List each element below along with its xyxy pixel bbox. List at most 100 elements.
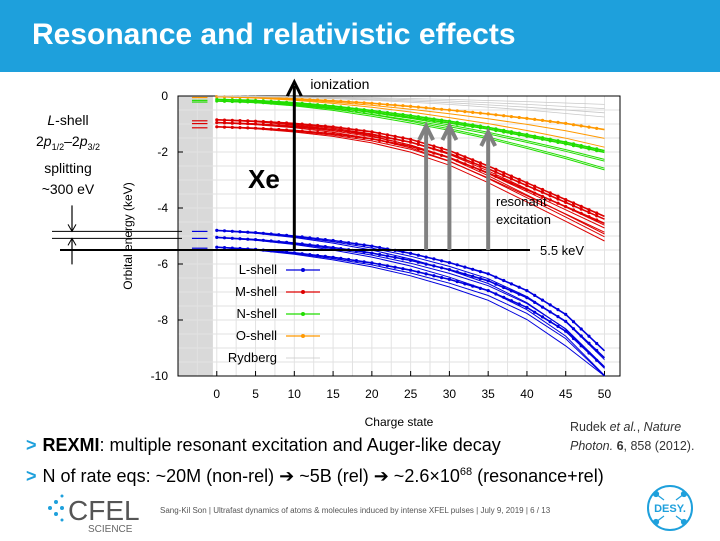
series-point-n-shell [455,122,459,126]
series-point-l-shell [525,289,529,293]
series-point-m-shell [246,126,250,130]
legend-label-o-shell: O-shell [236,328,277,343]
series-point-n-shell [509,131,513,135]
series-point-m-shell [509,177,513,181]
series-point-l-shell [525,305,529,309]
series-point-o-shell [494,113,498,117]
x-tick-label: 10 [288,387,302,401]
series-point-l-shell [455,270,459,274]
series-point-n-shell [378,111,382,115]
series-point-n-shell [595,149,599,153]
bullet-rate-text: N of rate eqs: ~20M (non-rel) ➔ ~5B (rel… [42,466,460,486]
series-point-l-shell [478,286,482,290]
series-point-m-shell [261,122,265,126]
series-point-m-shell [285,121,289,125]
series-point-l-shell [362,243,366,247]
series-point-n-shell [215,99,219,103]
series-point-m-shell [347,134,351,138]
x-tick-label: 40 [520,387,534,401]
series-point-m-shell [432,147,436,151]
series-point-l-shell [432,257,436,261]
series-point-l-shell [564,319,568,323]
series-point-l-shell [424,262,428,266]
series-point-m-shell [455,159,459,163]
series-point-l-shell [517,285,521,289]
series-point-m-shell [331,132,335,136]
series-point-n-shell [502,130,506,134]
series-point-o-shell [385,102,389,107]
series-point-l-shell [401,267,405,271]
series-point-l-shell [238,237,242,241]
desy-logo: DESY. [640,480,700,541]
series-curve-o-shell [216,96,605,139]
series-point-l-shell [478,270,482,274]
series-point-m-shell [269,120,273,124]
series-point-m-shell [548,191,552,195]
x-tick-label: 15 [326,387,340,401]
series-point-o-shell [440,107,444,111]
series-point-m-shell [308,130,312,134]
legend-label-m-shell: M-shell [235,284,277,299]
series-point-m-shell [502,171,506,175]
series-point-l-shell [533,293,537,297]
series-point-l-shell [354,259,358,263]
series-point-l-shell [316,244,320,248]
series-point-o-shell [378,102,382,106]
series-point-l-shell [432,274,436,278]
series-point-l-shell [393,265,397,269]
series-point-l-shell [285,240,289,244]
series-point-l-shell [455,263,459,267]
y-tick-label: -2 [157,145,168,159]
series-point-m-shell [471,165,475,169]
series-point-l-shell [300,252,304,256]
series-point-o-shell [285,96,289,101]
series-point-n-shell [401,114,405,118]
series-point-m-shell [595,214,599,218]
series-point-l-shell [416,270,420,274]
series-point-m-shell [579,211,583,215]
series-point-m-shell [556,197,560,201]
series-point-n-shell [300,103,304,107]
series-point-m-shell [339,129,343,133]
series-point-m-shell [517,177,521,181]
bullet-rate-eqs: > N of rate eqs: ~20M (non-rel) ➔ ~5B (re… [26,459,604,490]
series-point-o-shell [509,115,513,119]
series-point-l-shell [308,236,312,240]
series-point-l-shell [300,242,304,246]
series-point-m-shell [246,122,250,126]
series-point-l-shell [246,237,250,241]
series-point-m-shell [579,204,583,208]
series-point-n-shell [362,109,366,113]
series-point-l-shell [556,315,560,319]
series-point-m-shell [548,198,552,202]
series-point-m-shell [269,123,273,127]
series-point-o-shell [370,101,374,105]
series-point-m-shell [540,190,545,194]
slide-title: Resonance and relativistic effects [32,18,516,51]
y-tick-label: 0 [161,89,168,103]
series-point-n-shell [471,125,475,129]
series-point-l-shell [215,245,219,249]
series-curve-l-shell [216,236,605,367]
series-point-m-shell [540,187,545,192]
series-point-m-shell [362,129,366,133]
series-point-l-shell [571,336,576,341]
series-point-l-shell [587,351,591,355]
series-point-m-shell [409,140,413,144]
series-point-l-shell [540,315,545,319]
series-point-l-shell [587,341,591,345]
series-point-n-shell [277,101,281,106]
series-point-m-shell [587,215,591,219]
series-point-n-shell [354,108,358,112]
series-point-o-shell [409,104,413,108]
series-point-o-shell [300,97,304,101]
series-point-o-shell [347,100,351,104]
series-point-l-shell [579,327,583,331]
series-point-m-shell [230,125,234,129]
series-point-l-shell [463,282,467,286]
series-point-l-shell [362,260,366,264]
series-point-m-shell [339,126,343,130]
series-point-m-shell [595,211,599,215]
series-point-n-shell [432,119,436,123]
series-point-l-shell [509,289,513,293]
